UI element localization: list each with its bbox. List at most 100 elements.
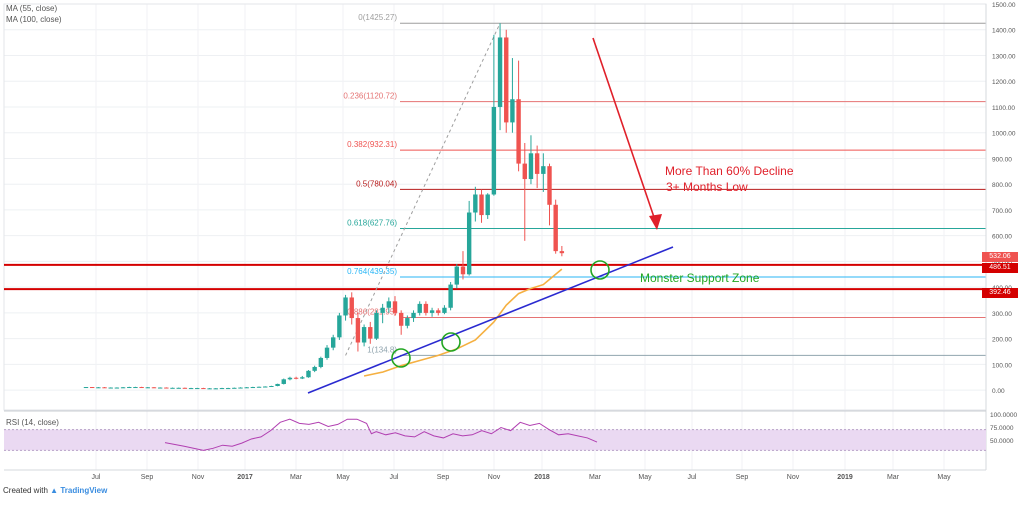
candle-body bbox=[164, 387, 169, 389]
candle-body bbox=[423, 303, 429, 313]
candle-body bbox=[411, 312, 416, 319]
x-tick-label: Nov bbox=[787, 474, 800, 481]
x-tick-label: Mar bbox=[290, 474, 303, 481]
y-tick-label: 1300.00 bbox=[992, 53, 1016, 60]
x-tick-label: Jul bbox=[688, 474, 697, 481]
fib-level-label: 0.886(281.95) bbox=[347, 308, 397, 317]
candle-body bbox=[442, 307, 447, 313]
support-touch-circle bbox=[590, 260, 610, 280]
rsi-tick-label: 50.0000 bbox=[990, 438, 1014, 445]
fib-level-label: 0(1425.27) bbox=[358, 13, 397, 22]
support-touch-circle bbox=[441, 332, 461, 352]
candle-body bbox=[491, 106, 497, 195]
rsi-tick-label: 75.0000 bbox=[990, 425, 1014, 432]
candle-body bbox=[127, 387, 132, 389]
y-tick-label: 100.00 bbox=[992, 362, 1012, 369]
candle-body bbox=[380, 307, 385, 313]
candle-body bbox=[429, 310, 435, 313]
candle-body bbox=[528, 153, 534, 180]
candle-body bbox=[250, 387, 256, 389]
candle-body bbox=[318, 357, 324, 367]
candle-body bbox=[269, 386, 274, 388]
candle-body bbox=[225, 388, 231, 390]
candle-body bbox=[244, 387, 249, 389]
candle-body bbox=[374, 312, 379, 339]
candle-body bbox=[300, 377, 305, 379]
candle-body bbox=[195, 388, 200, 390]
candle-body bbox=[151, 387, 157, 389]
candle-body bbox=[386, 301, 392, 308]
candle-body bbox=[331, 337, 336, 348]
legend-rsi[interactable]: RSI (14, close) bbox=[6, 418, 59, 427]
candle-body bbox=[219, 388, 225, 390]
rsi-tick-label: 100.0000 bbox=[990, 412, 1017, 419]
candle-body bbox=[485, 194, 490, 216]
y-tick-label: 1000.00 bbox=[992, 131, 1016, 138]
y-axis: 0.00100.00200.00300.00400.00500.00600.00… bbox=[985, 2, 1016, 470]
y-tick-label: 300.00 bbox=[992, 311, 1012, 318]
y-tick-label: 900.00 bbox=[992, 156, 1012, 163]
x-axis: Jul Sep Nov 2017 Mar May Jul Sep Nov 2018 Mar May Ju… bbox=[4, 469, 986, 481]
legend-ma55[interactable]: MA (55, close) bbox=[6, 4, 58, 13]
candle-body bbox=[479, 194, 484, 216]
support-upper-tag: 486.51 bbox=[982, 263, 1018, 273]
ascending-trendline bbox=[307, 246, 674, 394]
y-tick-label: 500.00 bbox=[992, 259, 1012, 266]
decline-arrow-shaft bbox=[592, 37, 658, 227]
candle-body bbox=[541, 166, 546, 174]
x-tick-label: Mar bbox=[589, 474, 602, 481]
candle-body bbox=[281, 379, 286, 384]
candle-body bbox=[460, 266, 466, 275]
candle-body bbox=[368, 327, 373, 339]
fib-level-label: 0.382(932.31) bbox=[347, 140, 397, 149]
candle-body bbox=[497, 37, 503, 107]
candle-body bbox=[293, 377, 299, 379]
candlestick-series bbox=[83, 23, 565, 390]
candle-body bbox=[306, 370, 311, 378]
tradingview-link[interactable]: TradingView bbox=[60, 486, 108, 495]
support-levels bbox=[4, 263, 986, 291]
y-tick-label: 600.00 bbox=[992, 234, 1012, 241]
decline-arrow bbox=[592, 37, 662, 230]
candle-body bbox=[547, 166, 552, 205]
candle-body bbox=[361, 327, 367, 343]
candle-body bbox=[417, 303, 422, 313]
fib-level-label: 1(134.8) bbox=[367, 345, 397, 354]
y-tick-label: 700.00 bbox=[992, 208, 1012, 215]
candle-body bbox=[133, 387, 138, 389]
x-tick-label: Sep bbox=[437, 474, 450, 481]
x-tick-label: Jul bbox=[390, 474, 399, 481]
candle-body bbox=[398, 312, 404, 326]
y-tick-label: 200.00 bbox=[992, 337, 1012, 344]
footer-credit: Created with ▲ TradingView bbox=[3, 486, 107, 495]
candle-body bbox=[504, 37, 509, 123]
x-tick-label: May bbox=[638, 474, 652, 481]
decline-annotation-1: More Than 60% Decline bbox=[665, 164, 794, 178]
candle-body bbox=[238, 387, 243, 389]
support-circles bbox=[391, 260, 610, 368]
candle-body bbox=[120, 387, 126, 389]
x-tick-label: Jul bbox=[92, 474, 101, 481]
candle-body bbox=[188, 388, 194, 390]
support-touch-circle bbox=[391, 348, 411, 368]
candle-body bbox=[448, 284, 453, 308]
plot-frame bbox=[3, 3, 987, 411]
candle-body bbox=[534, 153, 540, 174]
tradingview-logo-icon: ▲ bbox=[50, 486, 59, 495]
candle-body bbox=[312, 366, 317, 371]
fib-level-label: 0.236(1120.72) bbox=[343, 92, 397, 101]
candle-body bbox=[139, 387, 144, 389]
y-tick-label: 1500.00 bbox=[992, 2, 1016, 9]
candle-body bbox=[201, 388, 206, 390]
candle-body bbox=[436, 310, 441, 313]
support-zone-annotation: Monster Support Zone bbox=[640, 271, 760, 285]
x-tick-label: May bbox=[336, 474, 350, 481]
x-tick-label: Sep bbox=[736, 474, 749, 481]
candle-body bbox=[559, 251, 565, 254]
legend-ma100[interactable]: MA (100, close) bbox=[6, 15, 62, 24]
candle-body bbox=[207, 388, 212, 390]
rsi-band bbox=[4, 429, 986, 451]
x-tick-label: 2019 bbox=[837, 474, 853, 481]
